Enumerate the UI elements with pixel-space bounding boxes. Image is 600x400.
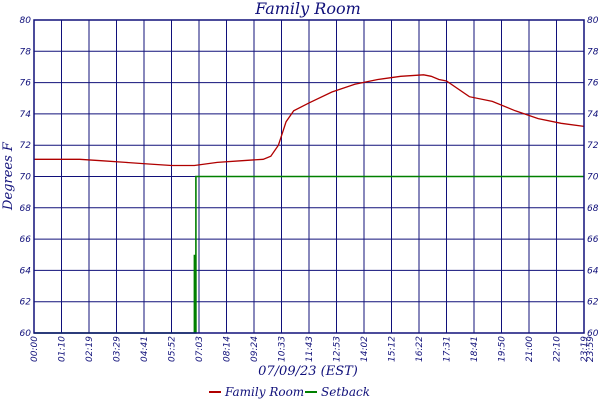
y-tick-label-right-76: 76 (587, 79, 599, 89)
y-tick-label-left-72: 72 (20, 141, 32, 151)
y-tick-label-right-68: 68 (587, 204, 599, 214)
y-tick-label-left-74: 74 (20, 110, 32, 120)
series-line-family-room (34, 74, 585, 167)
y-tick-label-left-78: 78 (20, 47, 32, 57)
y-tick-label-right-80: 80 (587, 16, 599, 26)
y-tick-label-right-66: 66 (587, 235, 599, 245)
legend: Family Room Setback (209, 385, 370, 399)
y-tick-label-left-60: 60 (20, 329, 32, 339)
x-tick-label-9: 10:33 (278, 336, 288, 362)
x-tick-label-19: 22:10 (553, 336, 563, 362)
y-tick-label-left-76: 76 (20, 79, 32, 89)
x-tick-label-11: 12:53 (333, 336, 343, 362)
y-tick-label-right-72: 72 (587, 141, 599, 151)
x-tick-label-8: 09:24 (250, 336, 260, 362)
x-tick-label-18: 21:00 (525, 336, 535, 362)
x-tick-label-15: 17:31 (443, 336, 453, 362)
x-tick-label-14: 16:22 (415, 336, 425, 362)
y-tick-label-left-62: 62 (20, 298, 32, 308)
x-tick-label-2: 02:19 (85, 336, 95, 362)
x-tick-label-4: 04:41 (140, 336, 150, 362)
chart-title: Family Room (254, 0, 361, 18)
y-tick-label-right-70: 70 (587, 173, 599, 183)
plot-border (33, 19, 585, 334)
x-tick-label-20: 23:19 (580, 336, 590, 362)
y-tick-label-right-60: 60 (587, 329, 599, 339)
x-tick-label-0: 00:00 (30, 336, 40, 362)
x-tick-label-7: 08:14 (223, 336, 233, 362)
x-tick-label-10: 11:43 (305, 336, 315, 362)
legend-label-family-room: Family Room (224, 385, 304, 399)
x-axis-title: 07/09/23 (EST) (258, 364, 358, 379)
y-tick-label-left-70: 70 (20, 173, 32, 183)
y-tick-label-left-68: 68 (20, 204, 32, 214)
y-tick-label-left-66: 66 (20, 235, 32, 245)
y-axis-title: Degrees F (1, 141, 16, 211)
x-tick-label-3: 03:29 (113, 336, 123, 362)
x-tick-label-17: 19:50 (498, 336, 508, 362)
label-layer: 60 60 62 62 64 64 66 66 68 68 70 70 72 72 74 74 76 76 78 78… (20, 16, 599, 362)
x-tick-label-1: 01:10 (58, 336, 68, 362)
y-tick-label-right-78: 78 (587, 47, 599, 57)
y-tick-label-right-64: 64 (587, 266, 599, 276)
x-tick-label-5: 05:52 (168, 336, 178, 362)
y-tick-label-left-64: 64 (20, 266, 32, 276)
y-tick-label-right-74: 74 (587, 110, 599, 120)
x-tick-label-12: 14:02 (360, 336, 370, 362)
x-tick-label-16: 18:41 (470, 336, 480, 362)
legend-label-setback: Setback (321, 385, 370, 399)
axis-layer (33, 19, 585, 334)
x-tick-label-6: 07:03 (195, 336, 205, 362)
x-tick-label-21: 23:59 (586, 336, 596, 362)
y-tick-label-left-80: 80 (20, 16, 32, 26)
x-tick-label-13: 15:12 (388, 336, 398, 362)
y-tick-label-right-62: 62 (587, 298, 599, 308)
